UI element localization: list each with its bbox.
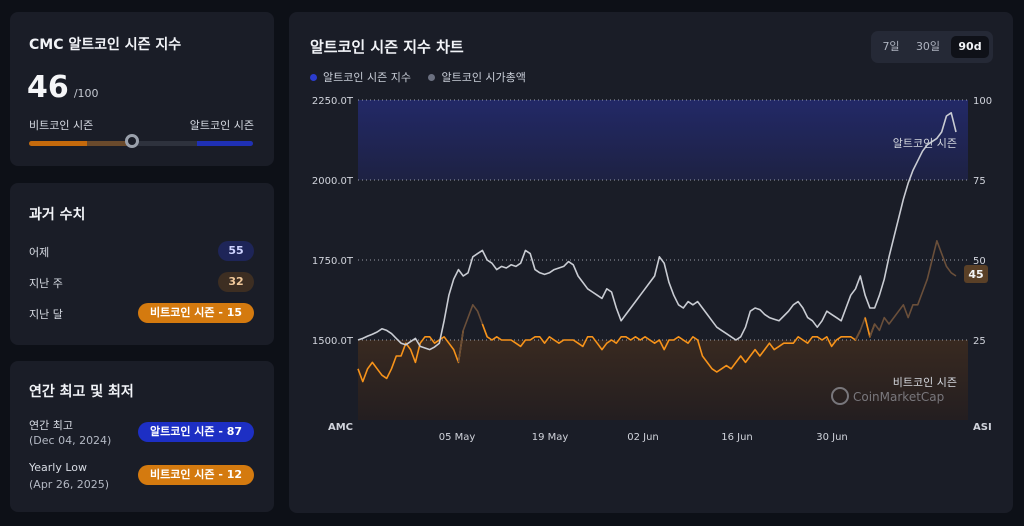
history-last-month-badge: 비트코인 시즌 - 15 [138,303,254,323]
coinmarketcap-logo-icon [831,387,849,405]
index-score: 46 [27,70,69,105]
yearly-title: 연간 최고 및 최저 [29,384,134,400]
yearly-card: 연간 최고 및 최저 연간 최고 (Dec 04, 2024) 알트코인 시즌 … [10,361,274,512]
range-30d-button[interactable]: 30일 [915,40,941,53]
x-axis-tick: 05 May [439,432,476,443]
legend-dot-index [310,74,317,81]
history-yesterday-badge: 55 [218,241,254,261]
right-axis-end-label: ASI [973,422,992,433]
current-value-badge: 45 [968,268,983,281]
yearly-low-badge: 비트코인 시즌 - 12 [138,465,254,485]
left-axis-tick: 2000.0T [312,176,354,187]
legend-label-index: 알트코인 시즌 지수 [323,71,411,84]
bitcoin-zone-label: 비트코인 시즌 [893,376,957,389]
bitcoin-season-zone [358,340,968,420]
x-axis-tick: 16 Jun [721,432,753,443]
history-card: 과거 수치 어제 55 지난 주 32 지난 달 비트코인 시즌 - 15 [10,183,274,345]
yearly-low-date: (Apr 26, 2025) [29,478,110,491]
legend-dot-marketcap [428,74,436,81]
slider-altcoin-zone [197,141,253,146]
watermark-text: CoinMarketCap [853,390,944,404]
slider-right-label: 알트코인 시즌 [189,119,254,132]
range-90d-button[interactable]: 90d [951,36,989,58]
current-value-badge-bg [964,265,988,283]
index-card-title: CMC 알트코인 시즌 지수 [29,37,182,53]
history-title: 과거 수치 [29,207,86,223]
slider-bitcoin-zone [29,141,87,146]
history-row-label: 어제 [29,246,50,259]
grid-lines [358,99,968,341]
chart-card: 알트코인 시즌 지수 차트 7일 30일 90d 알트코인 시즌 지수 알트코인… [289,12,1013,513]
right-axis-tick: 25 [973,336,986,347]
yearly-low-label: Yearly Low [29,461,88,474]
chart-legend: 알트코인 시즌 지수 알트코인 시가총액 [310,69,526,85]
axis-ticks: 2250.0T 2000.0T 1750.0T 1500.0T AMC 100 75 50 25… [312,96,992,443]
season-slider [29,141,253,146]
series-lines [357,112,957,383]
altcoin-marketcap-line [357,112,957,351]
right-axis-tick: 100 [973,96,992,107]
history-row-label: 지난 주 [29,277,63,290]
left-axis-tick: 1750.0T [312,256,354,267]
altcoin-zone-label: 알트코인 시즌 [893,136,957,150]
yearly-high-date: (Dec 04, 2024) [29,434,112,447]
left-axis-end-label: AMC [328,422,353,433]
left-axis-tick: 1500.0T [312,336,354,347]
chart-title: 알트코인 시즌 지수 차트 [310,38,464,56]
right-axis-tick: 75 [973,176,986,187]
x-axis-tick: 30 Jun [816,432,848,443]
index-max: /100 [73,87,99,100]
altcoin-index-line [357,330,465,383]
slider-bitcoin-light [87,141,131,146]
altcoin-index-card: CMC 알트코인 시즌 지수 46 /100 비트코인 시즌 알트코인 시즌 [10,12,274,166]
x-axis-tick: 19 May [532,432,569,443]
legend-label-marketcap: 알트코인 시가총액 [441,71,526,84]
slider-left-label: 비트코인 시즌 [29,119,94,132]
watermark: CoinMarketCap [831,387,944,405]
yearly-high-badge: 알트코인 시즌 - 87 [138,422,254,442]
history-row-label: 지난 달 [29,308,63,321]
altcoin-index-line [481,323,862,373]
x-axis-tick: 02 Jun [627,432,659,443]
chart-plot: 2250.0T 2000.0T 1750.0T 1500.0T AMC 100 75 50 25… [312,96,992,443]
range-7d-button[interactable]: 7일 [882,40,900,53]
slider-knob [125,134,140,148]
left-axis-tick: 2250.0T [312,96,354,107]
history-last-week-badge: 32 [218,272,254,292]
right-axis-tick: 50 [973,256,986,267]
index-value: 46 /100 [27,70,99,105]
time-range-toggle: 7일 30일 90d [871,31,993,63]
altcoin-index-line [869,240,957,338]
yearly-high-label: 연간 최고 [29,419,73,432]
altcoin-season-zone [358,100,968,180]
